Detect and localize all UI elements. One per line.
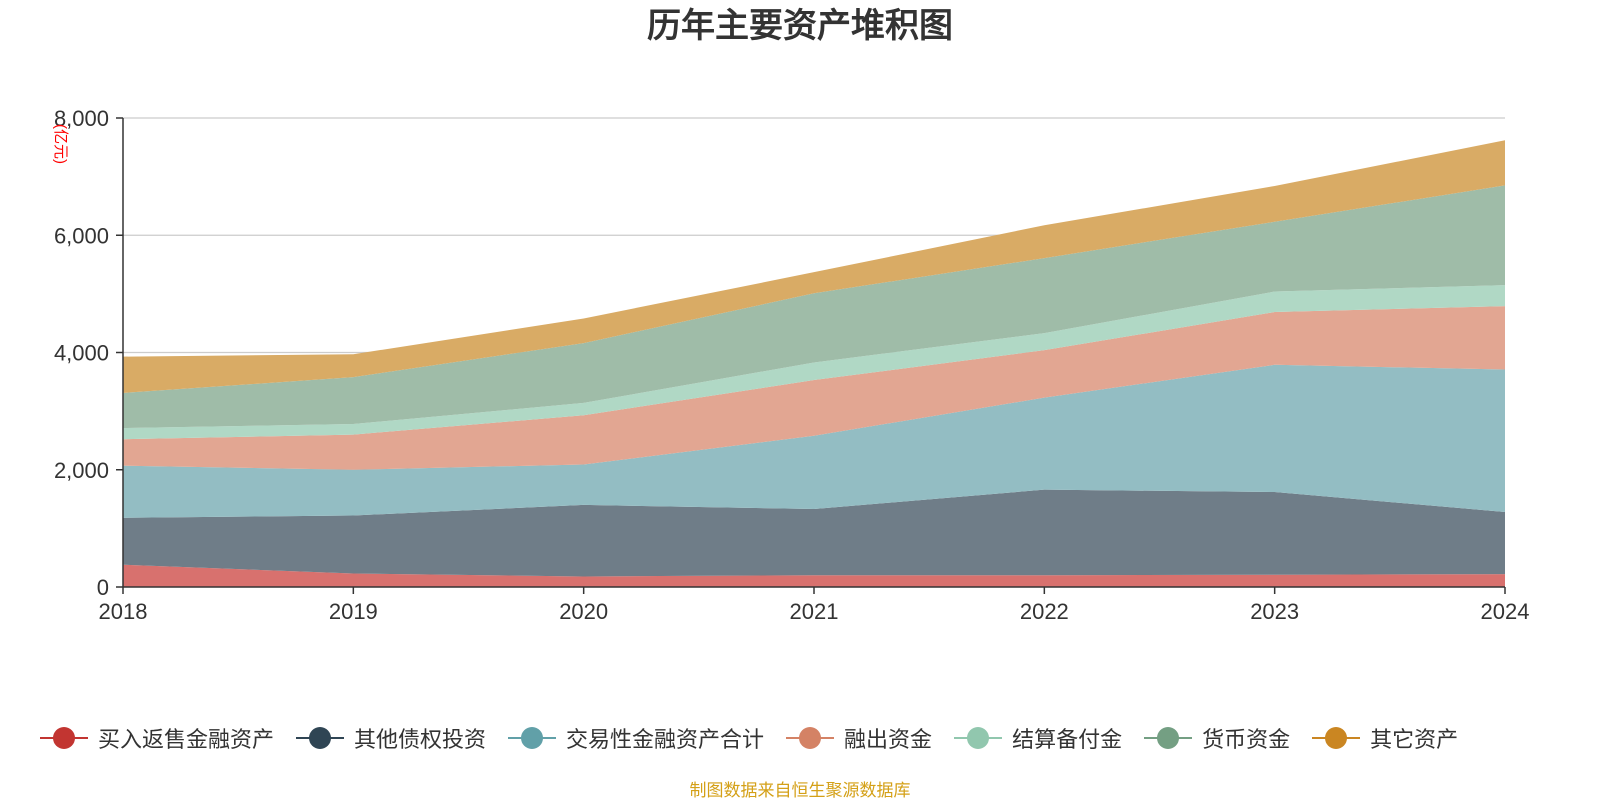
legend-marker-icon bbox=[954, 726, 1003, 750]
area-series bbox=[123, 140, 1505, 587]
area-series-4 bbox=[123, 306, 1505, 470]
y-tick-label: 8,000 bbox=[54, 106, 109, 131]
legend-marker-icon bbox=[40, 726, 88, 750]
legend-item-1[interactable]: 买入返售金融资产 bbox=[40, 722, 274, 754]
legend-label: 买入返售金融资产 bbox=[98, 727, 275, 752]
x-tick-label: 2022 bbox=[1020, 599, 1069, 624]
legend-label: 其它资产 bbox=[1370, 727, 1459, 752]
area-series-2 bbox=[123, 489, 1505, 577]
y-tick-label: 2,000 bbox=[54, 458, 109, 483]
x-tick-label: 2019 bbox=[329, 599, 378, 624]
legend-label: 其他债权投资 bbox=[354, 727, 487, 752]
x-tick-label: 2023 bbox=[1250, 599, 1299, 624]
area-series-7 bbox=[123, 140, 1505, 393]
legend-item-5[interactable]: 结算备付金 bbox=[954, 722, 1122, 754]
x-tick-label: 2020 bbox=[559, 599, 608, 624]
legend-marker-icon bbox=[786, 726, 835, 750]
y-tick-label: 6,000 bbox=[54, 223, 109, 248]
legend-label: 货币资金 bbox=[1202, 727, 1291, 752]
area-series-5 bbox=[123, 285, 1505, 440]
legend-item-6[interactable]: 货币资金 bbox=[1144, 722, 1290, 754]
legend-marker-icon bbox=[508, 726, 557, 750]
x-tick-label: 2021 bbox=[790, 599, 839, 624]
legend-item-3[interactable]: 交易性金融资产合计 bbox=[508, 722, 764, 754]
x-tick-label: 2018 bbox=[99, 599, 148, 624]
legend: 买入返售金融资产 其他债权投资 交易性金融资产合计 融出资金 结算备付金 货币资金 其它资产 bbox=[40, 718, 1580, 758]
legend-label: 融出资金 bbox=[844, 727, 933, 752]
legend-item-7[interactable]: 其它资产 bbox=[1312, 722, 1458, 754]
y-axis-unit: (亿元) bbox=[50, 124, 78, 172]
legend-marker-icon bbox=[296, 726, 345, 750]
legend-item-4[interactable]: 融出资金 bbox=[786, 722, 932, 754]
legend-label: 结算备付金 bbox=[1012, 727, 1123, 752]
y-axis-unit-label: (亿元) bbox=[52, 124, 69, 164]
legend-item-2[interactable]: 其他债权投资 bbox=[296, 722, 486, 754]
legend-marker-icon bbox=[1144, 726, 1193, 750]
area-series-1 bbox=[123, 564, 1505, 587]
source-note: 制图数据来自恒生聚源数据库 bbox=[689, 781, 911, 800]
chart-title: 历年主要资产堆积图 bbox=[647, 7, 953, 45]
axes: 0 2,000 4,000 6,000 8,000 2018 2019 2020 2021 202… bbox=[54, 106, 1530, 624]
x-tick-label: 2024 bbox=[1481, 599, 1530, 624]
area-series-6 bbox=[123, 185, 1505, 429]
area-series-3 bbox=[123, 364, 1505, 518]
y-tick-label: 4,000 bbox=[54, 341, 109, 366]
legend-marker-icon bbox=[1312, 726, 1361, 750]
y-tick-label: 0 bbox=[97, 575, 109, 600]
legend-label: 交易性金融资产合计 bbox=[566, 727, 765, 752]
